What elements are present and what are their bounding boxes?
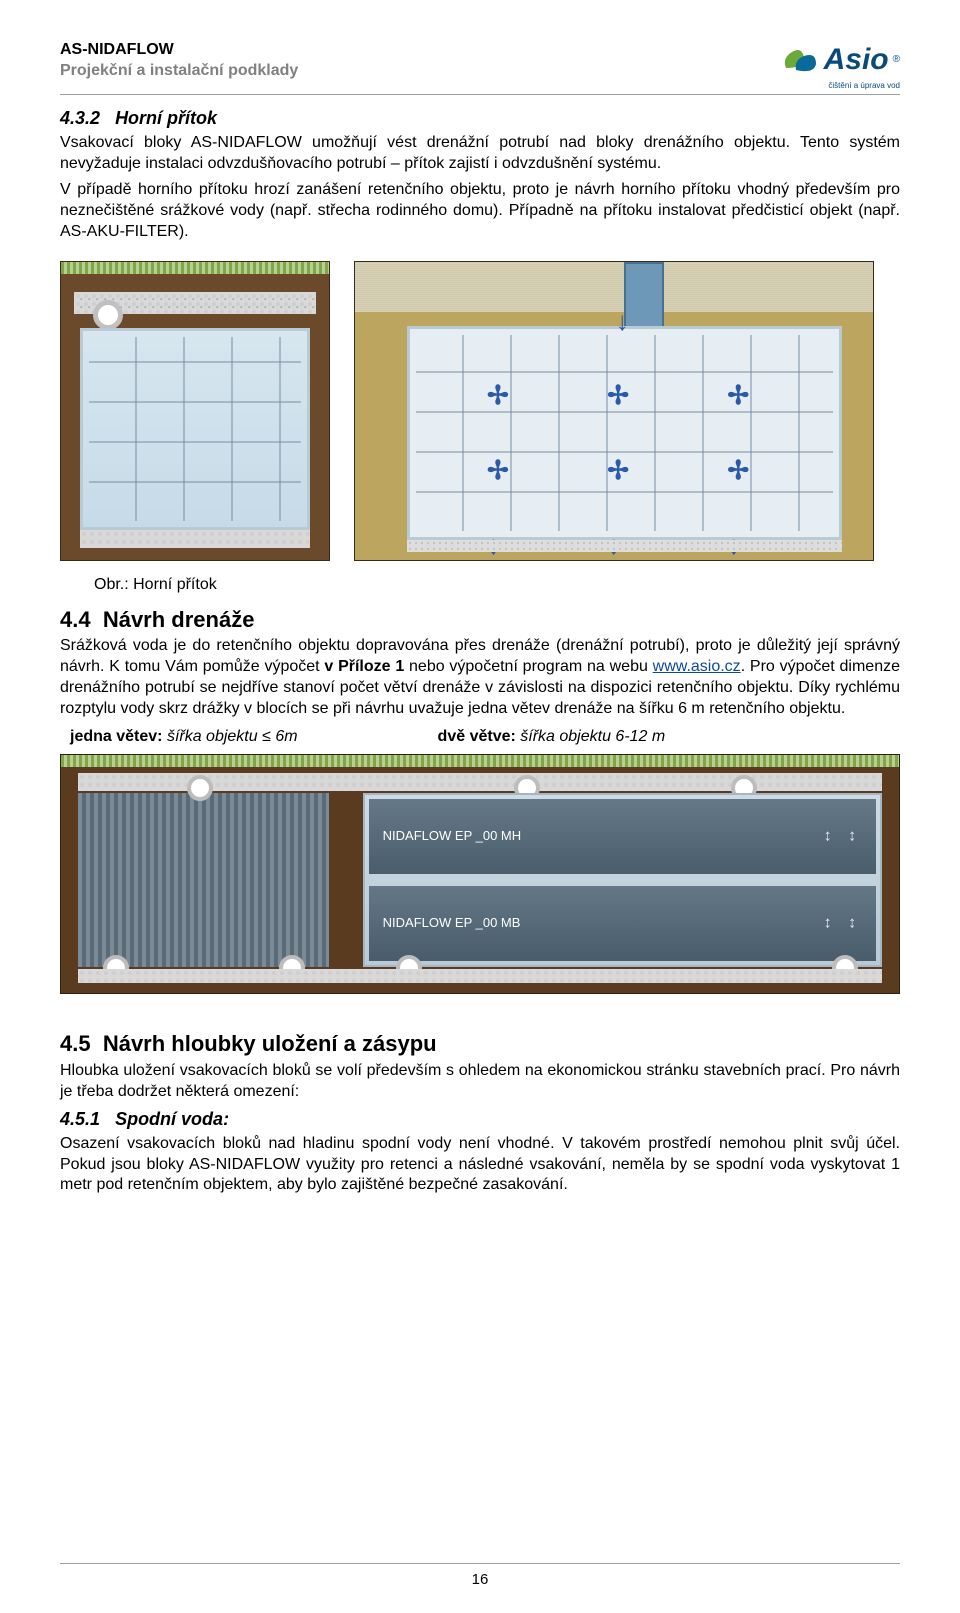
heading-text: Horní přítok: [115, 108, 217, 128]
heading-text: Návrh hloubky uložení a zásypu: [103, 1031, 437, 1056]
leaf-icon: [780, 44, 820, 76]
pipe-icon: [93, 300, 123, 330]
branch-bold: dvě větve:: [438, 728, 516, 745]
text-run: nebo výpočetní program na webu: [404, 658, 652, 675]
arrow-cross-icon: ✢: [727, 454, 749, 488]
figure-top-inlet-section: [60, 261, 330, 561]
heading-4-5: 4.5 Návrh hloubky uložení a zásypu: [60, 1030, 900, 1059]
arrow-down-icon: ↓: [616, 305, 629, 339]
link-asio[interactable]: www.asio.cz: [653, 658, 741, 675]
tank-label-text: NIDAFLOW EP _00 MB: [383, 915, 521, 932]
arrow-cross-icon: ✢: [487, 454, 509, 488]
tank-two-branch: NIDAFLOW EP _00 MH ↕ ↕ NIDAFLOW EP _00 M…: [363, 793, 883, 967]
arrow-cross-icon: ✢: [487, 379, 509, 413]
paragraph: Srážková voda je do retenčního objektu d…: [60, 636, 900, 719]
document-page: AS-NIDAFLOW Projekční a instalační podkl…: [0, 0, 960, 1613]
arrow-updown-icon: ↕ ↕: [824, 913, 862, 934]
arrow-cross-icon: ✢: [607, 454, 629, 488]
heading-number: 4.5.1: [60, 1109, 100, 1129]
figure-top-inlet-flow: ↓ ✢ ✢ ✢ ✢ ✢ ✢ ↓ ↓ ↓: [354, 261, 874, 561]
pipe-icon: [187, 775, 213, 801]
branch-labels-row: jedna větev: šířka objektu ≤ 6m dvě větv…: [70, 727, 900, 748]
page-footer: 16: [60, 1563, 900, 1590]
tank-label-bottom: NIDAFLOW EP _00 MB ↕ ↕: [369, 886, 877, 961]
paragraph: Vsakovací bloky AS-NIDAFLOW umožňují vés…: [60, 133, 900, 175]
heading-text: Návrh drenáže: [103, 607, 255, 632]
arrow-cross-icon: ✢: [727, 379, 749, 413]
header-left: AS-NIDAFLOW Projekční a instalační podkl…: [60, 40, 298, 82]
heading-4-3-2: 4.3.2 Horní přítok: [60, 107, 900, 130]
arrow-updown-icon: ↕ ↕: [824, 826, 862, 847]
heading-number: 4.5: [60, 1031, 91, 1056]
logo-tagline: čištění a úprava vod: [828, 81, 900, 90]
branch-italic: šířka objektu 6-12 m: [520, 728, 665, 745]
registered-icon: ®: [893, 53, 900, 66]
paragraph: V případě horního přítoku hrozí zanášení…: [60, 180, 900, 242]
doc-subtitle: Projekční a instalační podklady: [60, 61, 298, 82]
page-number: 16: [60, 1570, 900, 1590]
tank-label-top: NIDAFLOW EP _00 MH ↕ ↕: [369, 799, 877, 874]
paragraph: Hloubka uložení vsakovacích bloků se vol…: [60, 1061, 900, 1103]
heading-text: Spodní voda:: [115, 1109, 229, 1129]
tank-label-text: NIDAFLOW EP _00 MH: [383, 828, 521, 845]
footer-rule: [60, 1563, 900, 1564]
header-rule: [60, 94, 900, 95]
figure-caption: Obr.: Horní přítok: [94, 575, 900, 596]
figure-drainage-branches: NIDAFLOW EP _00 MH ↕ ↕ NIDAFLOW EP _00 M…: [60, 754, 900, 994]
arrow-cross-icon: ✢: [607, 379, 629, 413]
figure-row-top: ↓ ✢ ✢ ✢ ✢ ✢ ✢ ↓ ↓ ↓: [60, 261, 900, 561]
heading-number: 4.4: [60, 607, 91, 632]
paragraph: Osazení vsakovacích bloků nad hladinu sp…: [60, 1134, 900, 1196]
doc-title: AS-NIDAFLOW: [60, 40, 298, 61]
tank-single-branch: [78, 793, 329, 967]
branch-bold: jedna větev:: [70, 728, 162, 745]
heading-4-4: 4.4 Návrh drenáže: [60, 606, 900, 635]
branch-one-label: jedna větev: šířka objektu ≤ 6m: [70, 727, 298, 748]
branch-italic: šířka objektu ≤ 6m: [167, 728, 298, 745]
branch-two-label: dvě větve: šířka objektu 6-12 m: [438, 727, 666, 748]
text-bold: v Příloze 1: [324, 658, 404, 675]
heading-number: 4.3.2: [60, 108, 100, 128]
heading-4-5-1: 4.5.1 Spodní voda:: [60, 1108, 900, 1131]
